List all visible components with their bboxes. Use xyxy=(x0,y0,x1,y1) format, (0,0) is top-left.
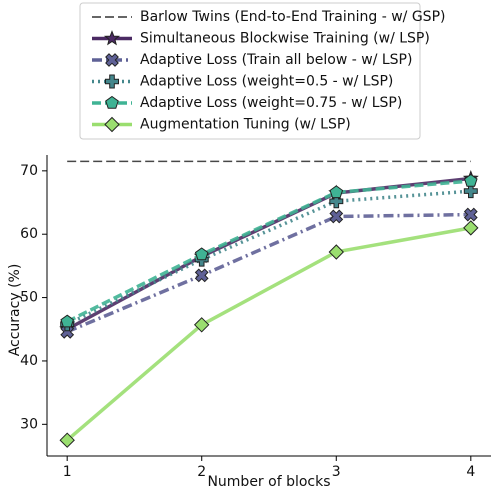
series-line xyxy=(66,189,471,326)
series-line xyxy=(66,212,471,334)
series-line xyxy=(66,179,471,324)
marker xyxy=(329,194,344,209)
legend-marker xyxy=(104,116,120,133)
legend-label: Augmentation Tuning (w/ LSP) xyxy=(140,117,351,133)
marker xyxy=(464,173,478,187)
marker xyxy=(59,432,75,448)
y-axis-label: Accuracy (%) xyxy=(7,264,23,357)
marker xyxy=(60,314,74,328)
legend-label: Simultaneous Blockwise Training (w/ LSP) xyxy=(140,31,430,47)
x-tick-label: 1 xyxy=(63,464,72,480)
legend-marker xyxy=(103,30,121,46)
y-tick-label: 30 xyxy=(20,416,38,432)
marker xyxy=(329,185,344,199)
marker xyxy=(463,207,478,222)
x-tick-label: 4 xyxy=(466,464,475,480)
marker xyxy=(194,268,209,283)
x-axis-label: Number of blocks xyxy=(207,474,330,490)
marker xyxy=(328,244,345,260)
y-tick-label: 50 xyxy=(20,290,38,306)
marker xyxy=(329,209,344,224)
y-tick-label: 70 xyxy=(20,163,38,179)
marker xyxy=(463,220,479,236)
legend-marker xyxy=(105,95,119,109)
legend-marker xyxy=(105,74,119,89)
series-line xyxy=(66,226,472,442)
legend-label: Adaptive Loss (weight=0.75 - w/ LSP) xyxy=(140,95,402,111)
x-tick-label: 2 xyxy=(197,464,206,480)
y-tick-label: 40 xyxy=(20,353,38,369)
legend-label: Adaptive Loss (Train all below - w/ LSP) xyxy=(140,52,412,68)
legend-box xyxy=(79,2,421,140)
marker xyxy=(193,317,210,333)
legend-label: Adaptive Loss (weight=0.5 - w/ LSP) xyxy=(140,74,393,90)
marker xyxy=(194,247,209,261)
x-tick-label: 3 xyxy=(332,464,341,480)
y-tick-label: 60 xyxy=(20,226,38,242)
legend-label: Barlow Twins (End-to-End Training - w/ G… xyxy=(140,9,445,25)
marker xyxy=(463,184,478,199)
legend-marker xyxy=(105,53,119,67)
